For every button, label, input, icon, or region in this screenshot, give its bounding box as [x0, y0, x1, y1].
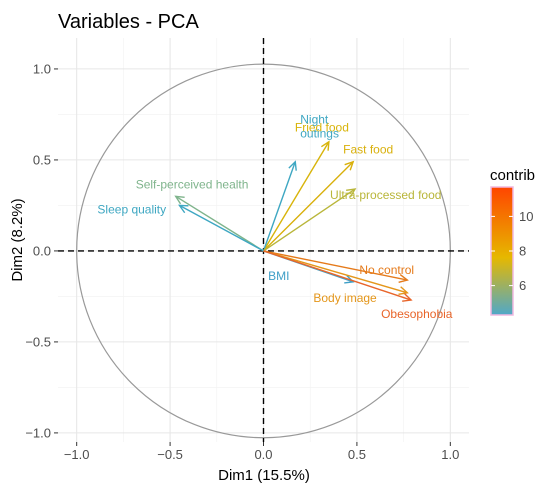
variable-label: Fried food: [295, 121, 349, 135]
variable-label: Night outings: [300, 113, 339, 141]
variable-arrowhead: [174, 195, 185, 205]
variable-arrowhead: [398, 286, 409, 295]
variable-arrowhead: [398, 274, 409, 283]
y-tick-label: 0.0: [33, 243, 51, 258]
variable-arrowhead: [402, 293, 413, 302]
legend-tick-label: 6: [519, 278, 526, 293]
y-tick-label: 0.5: [33, 152, 51, 167]
variable-arrow: [263, 250, 408, 281]
variable-label: No control: [359, 263, 414, 277]
x-tick-label: −0.5: [157, 447, 183, 462]
variable-label: Fast food: [343, 143, 393, 157]
legend-tick-label: 8: [519, 244, 526, 259]
variable-arrowhead: [346, 188, 357, 198]
chart-title: Variables - PCA: [58, 11, 199, 33]
y-axis-ticks: −1.0 −0.5 0.0 0.5 1.0: [25, 61, 58, 440]
y-tick-label: −0.5: [25, 334, 51, 349]
x-axis-ticks: −1.0 −0.5 0.0 0.5 1.0: [64, 442, 459, 462]
variable-arrowhead: [178, 204, 189, 214]
legend-tick-label: 10: [519, 209, 533, 224]
x-tick-label: 0.0: [254, 447, 272, 462]
variable-label: Ultra-processed food: [330, 188, 441, 202]
variable-arrowhead: [344, 160, 355, 171]
legend-ticks: 6 8 10: [491, 209, 533, 293]
variable-arrow: [263, 250, 408, 294]
variable-label: Sleep quality: [97, 202, 166, 216]
variable-label: BMI: [268, 269, 289, 283]
variable-label: Obesophobia: [381, 307, 453, 321]
x-tick-label: 0.5: [348, 447, 366, 462]
variable-arrowhead: [344, 275, 355, 284]
y-axis-label: Dim2 (8.2%): [9, 198, 26, 281]
x-tick-label: 1.0: [441, 447, 459, 462]
x-tick-label: −1.0: [64, 447, 90, 462]
variable-arrow: [263, 188, 356, 252]
contrib-legend: contrib 6 8 10: [490, 167, 535, 316]
variable-arrow: [262, 161, 296, 252]
variable-arrow: [175, 195, 264, 252]
variable-arrows: [174, 140, 413, 302]
variable-arrow: [179, 204, 264, 252]
legend-title: contrib: [490, 167, 535, 184]
variable-arrowhead: [288, 160, 297, 171]
variable-label: Self-perceived health: [136, 177, 249, 191]
y-tick-label: −1.0: [25, 425, 51, 440]
variable-arrow: [263, 250, 412, 301]
variable-arrow: [262, 141, 330, 252]
variable-label: Body image: [313, 291, 377, 305]
y-tick-label: 1.0: [33, 61, 51, 76]
variable-arrow: [263, 161, 354, 252]
x-axis-label: Dim1 (15.5%): [218, 467, 310, 484]
variable-arrowhead: [320, 140, 330, 151]
